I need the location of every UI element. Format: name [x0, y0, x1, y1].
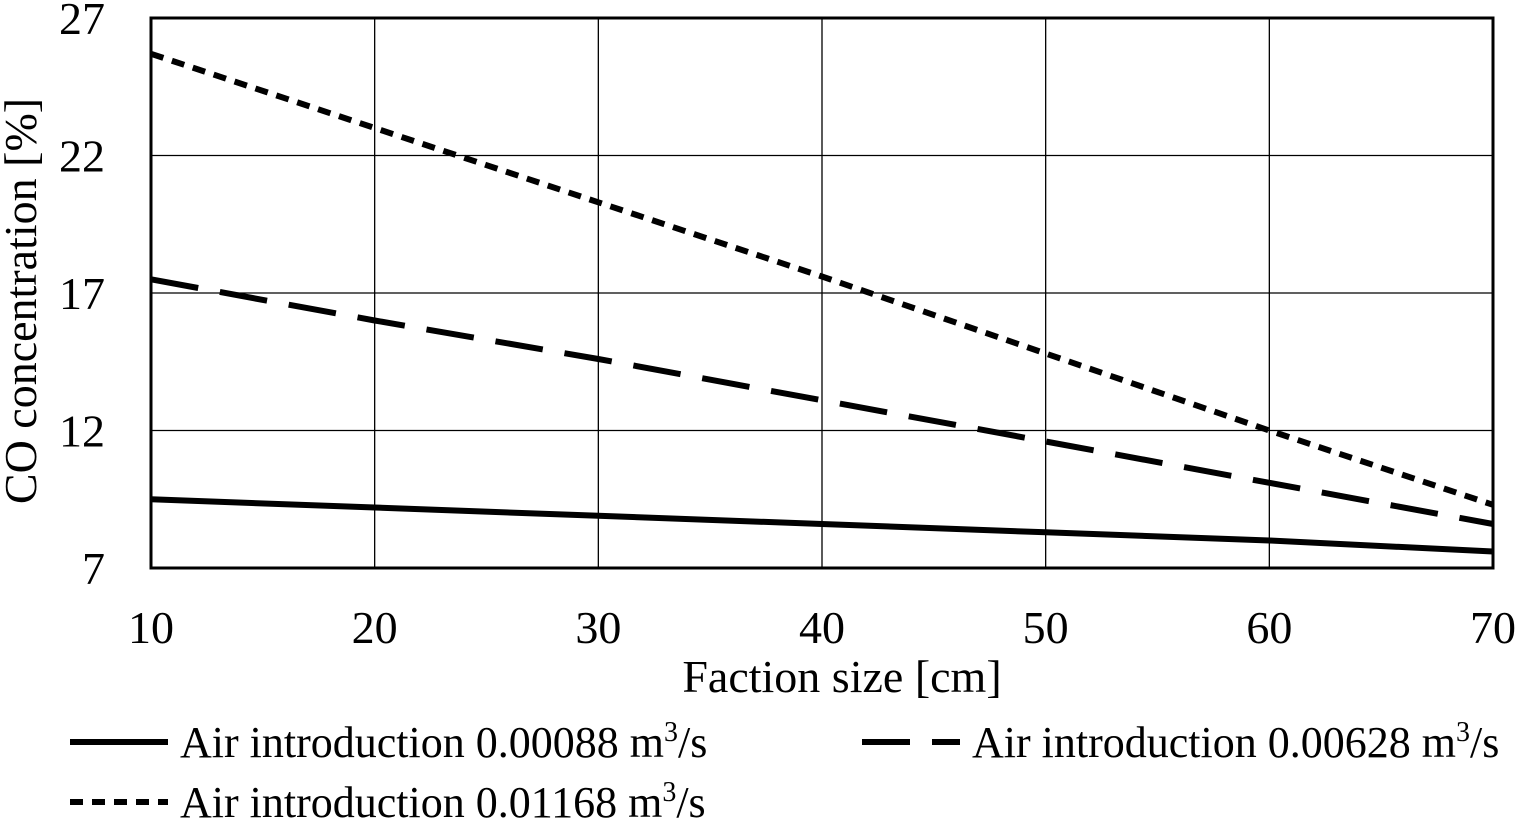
y-tick-label: 17 — [59, 268, 105, 319]
y-tick-label: 22 — [59, 131, 105, 182]
x-tick-label: 10 — [128, 602, 174, 653]
legend-label: Air introduction 0.01168 m3/s — [180, 777, 706, 819]
x-tick-label: 60 — [1246, 602, 1292, 653]
x-tick-label: 30 — [575, 602, 621, 653]
y-axis-label: CO concentration [%] — [0, 98, 46, 504]
legend-label: Air introduction 0.00628 m3/s — [972, 717, 1499, 767]
x-tick-label: 70 — [1470, 602, 1516, 653]
y-tick-labels: 7 12 17 22 27 — [59, 0, 105, 594]
series-line-long-dash — [150, 276, 1494, 527]
x-tick-labels: 10 20 30 40 50 60 70 — [128, 602, 1516, 653]
grid-lines — [151, 18, 1493, 568]
series-line-solid — [150, 496, 1494, 555]
plot-frame — [149, 16, 1495, 570]
x-tick-label: 20 — [352, 602, 398, 653]
legend-label: Air introduction 0.00088 m3/s — [180, 717, 707, 767]
series-line-short-dash — [150, 50, 1494, 508]
y-tick-label: 12 — [59, 406, 105, 457]
y-tick-label: 7 — [82, 543, 105, 594]
legend: Air introduction 0.00088 m3/s Air introdu… — [70, 717, 1499, 819]
x-axis-label: Faction size [cm] — [682, 651, 1001, 702]
y-tick-label: 27 — [59, 0, 105, 44]
x-tick-label: 50 — [1023, 602, 1069, 653]
series-lines — [150, 50, 1494, 555]
x-tick-label: 40 — [799, 602, 845, 653]
